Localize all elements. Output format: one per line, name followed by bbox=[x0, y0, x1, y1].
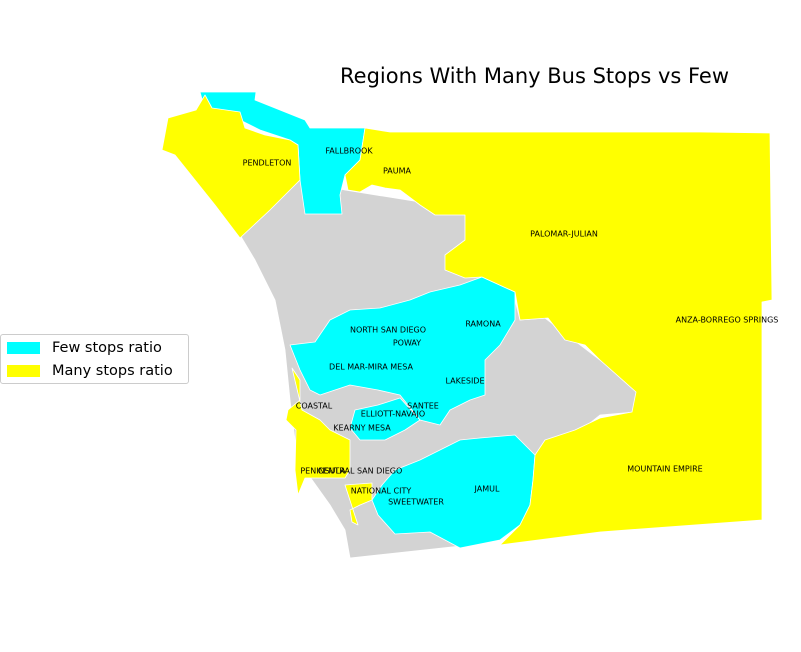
region-label-central-san-diego: CENTRAL SAN DIEGO bbox=[318, 467, 403, 476]
region-label-lakeside: LAKESIDE bbox=[445, 377, 484, 386]
legend-item-many: Many stops ratio bbox=[7, 361, 173, 381]
region-pauma-palomar-anza-mountain[interactable] bbox=[344, 127, 773, 546]
region-label-jamul: JAMUL bbox=[474, 485, 500, 494]
region-national-city[interactable] bbox=[344, 482, 373, 526]
region-pendleton[interactable] bbox=[161, 94, 301, 239]
region-label-elliott-navajo: ELLIOTT-NAVAJO bbox=[361, 410, 425, 419]
region-label-mountain-empire: MOUNTAIN EMPIRE bbox=[627, 465, 702, 474]
region-label-palomar-julian: PALOMAR-JULIAN bbox=[530, 230, 598, 239]
region-label-poway: POWAY bbox=[393, 339, 421, 348]
region-label-kearny-mesa: KEARNY MESA bbox=[333, 424, 391, 433]
region-coastal[interactable] bbox=[285, 367, 351, 496]
legend-item-few: Few stops ratio bbox=[7, 338, 162, 358]
region-label-sweetwater: SWEETWATER bbox=[388, 498, 444, 507]
region-label-north-san-diego: NORTH SAN DIEGO bbox=[350, 326, 426, 335]
region-label-anza-borrego-springs: ANZA-BORREGO SPRINGS bbox=[676, 316, 779, 325]
region-label-del-mar-mira-mesa: DEL MAR-MIRA MESA bbox=[329, 363, 413, 372]
legend-label-few: Few stops ratio bbox=[52, 340, 162, 356]
region-label-peninsula: PENINSULA bbox=[300, 467, 346, 476]
region-label-pauma: PAUMA bbox=[383, 167, 412, 176]
legend-label-many: Many stops ratio bbox=[52, 363, 173, 379]
region-fallbrook[interactable] bbox=[199, 91, 366, 215]
map-title: Regions With Many Bus Stops vs Few bbox=[340, 64, 730, 88]
region-north-san-diego-poway-ramona[interactable] bbox=[289, 276, 516, 426]
region-label-national-city: NATIONAL CITY bbox=[351, 487, 412, 496]
region-label-santee: SANTEE bbox=[407, 402, 439, 411]
region-santee-elliott-kearny[interactable] bbox=[349, 397, 421, 441]
region-label-ramona: RAMONA bbox=[465, 320, 501, 329]
legend-swatch-many bbox=[7, 365, 40, 377]
region-label-fallbrook: FALLBROOK bbox=[325, 147, 373, 156]
legend-swatch-few bbox=[7, 342, 40, 354]
region-label-pendleton: PENDLETON bbox=[243, 159, 292, 168]
legend: Few stops ratio Many stops ratio bbox=[0, 334, 189, 384]
region-label-coastal: COASTAL bbox=[296, 402, 333, 411]
